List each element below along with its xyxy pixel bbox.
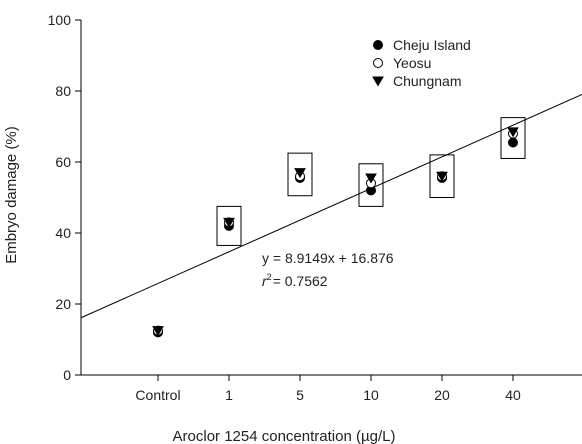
point-chungnam [223,217,235,228]
range-box [216,205,242,246]
range-box [287,152,313,197]
point-cheju-island [508,137,518,148]
legend-label: Cheju Island [393,37,471,53]
regression-line [80,93,582,319]
point-chungnam [365,173,377,184]
y-tick-label: 60 [55,154,71,170]
point-chungnam [507,127,519,138]
point-chungnam [294,168,306,179]
x-tick-label: 10 [363,387,379,403]
y-tick-label: 40 [55,225,71,241]
point-chungnam [152,326,164,337]
legend-marker [373,58,383,68]
x-tick-label: 20 [434,387,450,403]
regression-equation: y = 8.9149x + 16.876 [262,250,394,266]
range-box [358,163,384,207]
range-box [500,117,526,159]
x-tick-label: 5 [296,387,304,403]
x-tick-label: 40 [505,387,521,403]
y-axis-title: Embryo damage (%) [3,126,20,264]
y-tick-label: 20 [55,296,71,312]
y-tick-label: 0 [63,367,71,383]
x-axis-title: Aroclor 1254 concentration (µg/L) [173,428,396,444]
r-squared-label: r2= 0.7562 [262,272,328,289]
range-box [429,154,455,198]
legend-label: Chungnam [393,73,462,89]
point-chungnam [436,171,448,182]
data-points [152,127,519,338]
x-tick-label: Control [135,387,180,403]
legend: Cheju Island Yeosu Chungnam [372,37,471,89]
plot-area: 0 20 40 60 80 100 Control 1 5 10 20 40 [48,12,582,403]
y-tick-label: 80 [55,83,71,99]
legend-marker [373,40,383,50]
x-tick-label: 1 [225,387,233,403]
y-tick-label: 100 [48,12,72,28]
legend-marker [372,76,384,87]
legend-label: Yeosu [393,55,431,71]
